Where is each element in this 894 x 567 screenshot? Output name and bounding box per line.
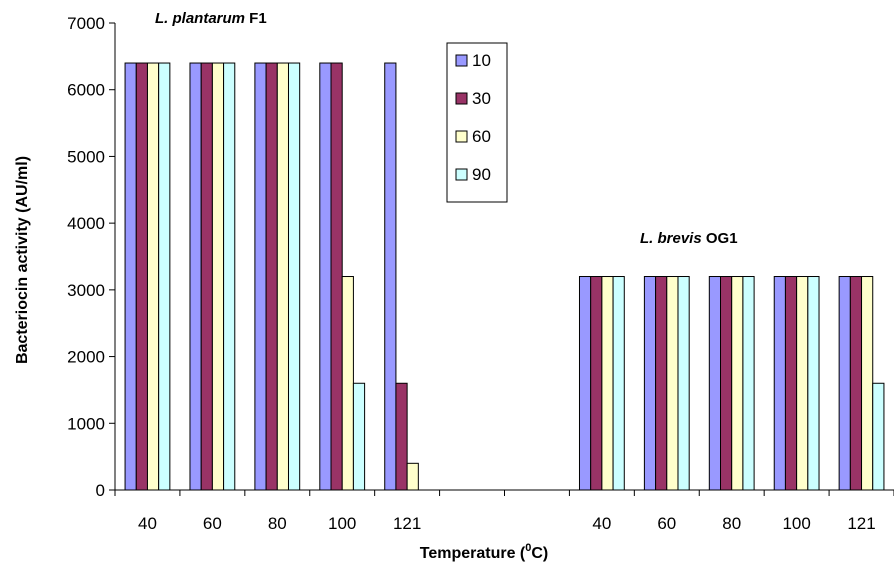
bar-90-cat-11 (872, 382, 885, 491)
bar-60-cat-11 (861, 276, 874, 491)
x-tick-label: 40 (138, 514, 157, 533)
bar-60-cat-0 (146, 62, 160, 491)
y-tick-label: 0 (96, 481, 105, 500)
bar-30-cat-4 (395, 382, 408, 491)
bar-10-cat-8 (643, 276, 657, 491)
legend-label-30: 30 (472, 89, 491, 108)
bar-60-cat-1 (211, 62, 225, 491)
y-axis: 0 1000 2000 3000 4000 5000 6000 7000 (67, 14, 116, 500)
bar-10-cat-2 (254, 62, 267, 491)
bar-10-cat-0 (124, 62, 137, 491)
y-tick-label: 3000 (67, 281, 105, 300)
x-tick-label: 80 (722, 514, 741, 533)
bar-30-cat-7 (590, 276, 603, 491)
bar-30-cat-1 (200, 62, 213, 491)
y-tick-label: 6000 (67, 81, 105, 100)
annotation-strain: F1 (245, 10, 267, 27)
annotation-strain: OG1 (702, 230, 738, 247)
annotation-l-plantarum: L. plantarum F1 (155, 10, 267, 27)
bar-10-cat-3 (319, 62, 332, 491)
bar-60-cat-7 (601, 276, 614, 491)
x-tick-label: 121 (393, 514, 421, 533)
legend-swatch-90 (455, 168, 468, 181)
legend-swatch-60 (455, 130, 468, 143)
y-tick-label: 7000 (67, 14, 105, 33)
annotation-l-brevis: L. brevis OG1 (640, 230, 738, 247)
bar-90-cat-0 (158, 62, 171, 491)
x-tick-label: 100 (782, 514, 810, 533)
bar-90-cat-8 (677, 276, 690, 491)
y-tick-label: 4000 (67, 214, 105, 233)
bar-30-cat-2 (265, 62, 278, 491)
bar-90-cat-3 (352, 382, 366, 491)
x-axis: 40 60 80 100 121 40 60 80 100 121 (114, 489, 894, 533)
x-axis-title: Temperature (0C) (420, 542, 549, 562)
bar-60-cat-4 (406, 462, 419, 491)
x-axis-title-sup: 0 (525, 542, 531, 554)
legend-swatch-10 (455, 54, 468, 67)
x-axis-title-main: Temperature ( (420, 545, 526, 562)
legend-swatch-30 (455, 92, 468, 105)
bar-30-cat-0 (135, 62, 148, 491)
bar-60-cat-10 (796, 276, 809, 491)
legend-label-90: 90 (472, 165, 491, 184)
bar-90-cat-1 (223, 62, 236, 491)
x-axis-title-end: C) (531, 545, 548, 562)
x-tick-label: 100 (328, 514, 356, 533)
plot-area (124, 62, 885, 491)
bar-10-cat-7 (578, 276, 592, 491)
bar-30-cat-3 (330, 62, 343, 491)
y-tick-label: 1000 (67, 414, 105, 433)
legend: 10 30 60 90 (446, 42, 508, 203)
y-tick-label: 5000 (67, 147, 105, 166)
bar-90-cat-2 (287, 62, 301, 491)
y-tick-label: 2000 (67, 348, 105, 367)
annotation-species: L. brevis (640, 230, 702, 247)
x-tick-label: 60 (203, 514, 222, 533)
bar-30-cat-11 (849, 276, 863, 491)
legend-label-10: 10 (472, 51, 491, 70)
bar-30-cat-10 (784, 276, 798, 491)
x-tick-label: 121 (847, 514, 875, 533)
bar-10-cat-10 (773, 276, 786, 491)
x-tick-label: 80 (268, 514, 287, 533)
x-tick-label: 40 (592, 514, 611, 533)
bar-30-cat-8 (655, 276, 668, 491)
bar-10-cat-9 (708, 276, 722, 491)
legend-label-60: 60 (472, 127, 491, 146)
y-axis-title: Bacteriocin activity (AU/ml) (14, 156, 31, 364)
bar-10-cat-11 (838, 276, 851, 491)
bar-90-cat-10 (807, 276, 820, 491)
bar-90-cat-9 (742, 276, 755, 491)
bar-60-cat-2 (276, 62, 289, 491)
bar-90-cat-7 (612, 276, 625, 491)
bar-10-cat-1 (189, 62, 202, 491)
x-tick-label: 60 (657, 514, 676, 533)
annotation-species: L. plantarum (155, 10, 245, 27)
bar-30-cat-9 (720, 276, 733, 491)
bar-60-cat-9 (731, 276, 744, 491)
bar-60-cat-3 (341, 276, 354, 491)
bar-60-cat-8 (666, 276, 679, 491)
bar-10-cat-4 (384, 62, 397, 491)
